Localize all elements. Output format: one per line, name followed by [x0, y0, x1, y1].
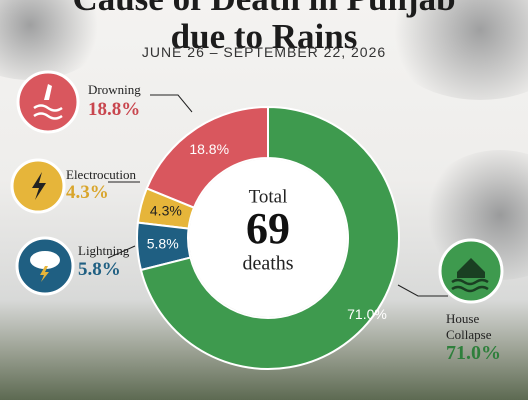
donut-hole — [189, 159, 347, 317]
legend-label: Drowning — [88, 82, 141, 97]
legend-label: Electrocution — [66, 167, 137, 182]
segment-label: 5.8% — [147, 235, 179, 251]
legend-label: Lightning — [78, 243, 130, 258]
center-label: Total — [249, 186, 288, 207]
segment-label: 71.0% — [347, 306, 387, 322]
center-value: 69 — [246, 204, 290, 253]
legend-label: House Collapse — [446, 311, 492, 342]
legend-value: 71.0% — [446, 342, 501, 364]
legend-value: 5.8% — [78, 259, 121, 280]
legend-value: 18.8% — [88, 99, 141, 120]
chart-subtitle: JUNE 26 – SEPTEMBER 22, 2026 — [141, 44, 387, 60]
donut-segment — [139, 105, 400, 370]
icons — [10, 70, 504, 304]
center-unit: deaths — [242, 253, 293, 275]
segment-label: 18.8% — [189, 141, 229, 157]
legend-value: 4.3% — [66, 182, 109, 203]
segment-label: 4.3% — [150, 202, 182, 218]
chart-title: Cause of Death in Punjab due to Rains — [72, 0, 455, 56]
